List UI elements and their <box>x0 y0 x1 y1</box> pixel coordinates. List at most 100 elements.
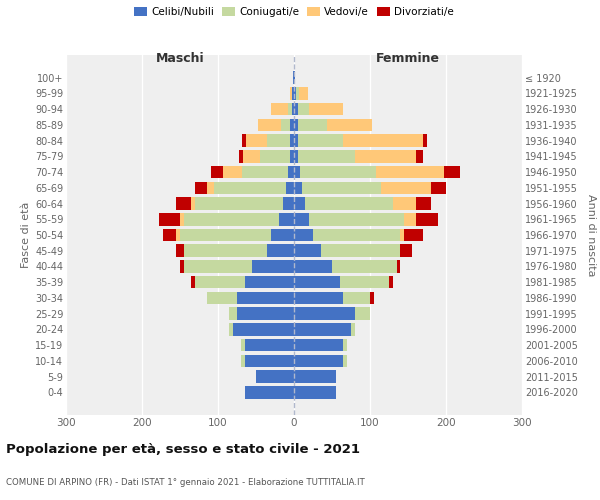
Bar <box>294 292 343 304</box>
Bar <box>298 103 309 116</box>
Y-axis label: Anni di nascita: Anni di nascita <box>586 194 596 276</box>
Bar <box>355 308 370 320</box>
Bar <box>290 118 294 131</box>
Bar <box>294 72 295 84</box>
Bar <box>229 323 233 336</box>
Bar <box>163 228 176 241</box>
Bar <box>404 213 416 226</box>
Text: COMUNE DI ARPINO (FR) - Dati ISTAT 1° gennaio 2021 - Elaborazione TUTTITALIA.IT: COMUNE DI ARPINO (FR) - Dati ISTAT 1° ge… <box>6 478 365 487</box>
Bar <box>294 260 332 273</box>
Bar <box>271 103 288 116</box>
Bar <box>389 276 393 288</box>
Bar <box>294 370 336 383</box>
Bar <box>229 308 237 320</box>
Bar <box>237 308 294 320</box>
Bar <box>180 213 184 226</box>
Bar <box>258 118 281 131</box>
Bar <box>397 260 400 273</box>
Bar <box>268 134 290 147</box>
Bar <box>246 134 268 147</box>
Legend: Celibi/Nubili, Coniugati/e, Vedovi/e, Divorziati/e: Celibi/Nubili, Coniugati/e, Vedovi/e, Di… <box>130 2 458 21</box>
Bar <box>245 276 294 288</box>
Bar <box>431 182 446 194</box>
Bar <box>298 118 326 131</box>
Bar <box>245 386 294 398</box>
Bar <box>296 87 299 100</box>
Bar <box>343 339 347 351</box>
Bar <box>305 197 393 210</box>
Bar <box>294 197 305 210</box>
Bar <box>184 260 252 273</box>
Bar <box>302 182 382 194</box>
Bar <box>195 197 283 210</box>
Bar <box>237 292 294 304</box>
Bar <box>299 87 308 100</box>
Bar <box>416 213 439 226</box>
Bar <box>241 354 245 367</box>
Bar <box>243 150 260 162</box>
Bar <box>298 134 343 147</box>
Bar <box>180 260 184 273</box>
Bar <box>343 134 423 147</box>
Bar <box>376 166 445 178</box>
Bar <box>294 276 340 288</box>
Bar <box>268 244 294 257</box>
Bar <box>343 354 347 367</box>
Bar <box>242 166 288 178</box>
Bar <box>309 213 404 226</box>
Bar <box>294 339 343 351</box>
Bar <box>286 182 294 194</box>
Bar <box>300 166 376 178</box>
Bar <box>256 370 294 383</box>
Bar <box>313 228 400 241</box>
Y-axis label: Fasce di età: Fasce di età <box>20 202 31 268</box>
Bar <box>184 244 268 257</box>
Bar <box>279 213 294 226</box>
Bar <box>423 134 427 147</box>
Bar <box>298 150 355 162</box>
Text: Popolazione per età, sesso e stato civile - 2021: Popolazione per età, sesso e stato civil… <box>6 442 360 456</box>
Bar <box>294 323 351 336</box>
Bar <box>343 292 370 304</box>
Bar <box>294 103 298 116</box>
Bar <box>176 228 180 241</box>
Bar <box>340 276 389 288</box>
Bar <box>400 244 412 257</box>
Bar <box>223 166 242 178</box>
Bar <box>241 339 245 351</box>
Bar <box>294 308 355 320</box>
Bar <box>245 354 294 367</box>
Bar <box>281 118 290 131</box>
Bar <box>180 228 271 241</box>
Text: Maschi: Maschi <box>155 52 205 65</box>
Bar <box>290 87 292 100</box>
Bar <box>294 244 320 257</box>
Bar <box>283 197 294 210</box>
Bar <box>206 292 237 304</box>
Bar <box>404 228 423 241</box>
Bar <box>382 182 431 194</box>
Bar <box>191 197 195 210</box>
Bar <box>294 87 296 100</box>
Bar <box>400 228 404 241</box>
Bar <box>370 292 374 304</box>
Bar <box>176 244 184 257</box>
Bar <box>288 166 294 178</box>
Bar <box>320 244 400 257</box>
Bar <box>184 213 279 226</box>
Bar <box>445 166 460 178</box>
Bar <box>271 228 294 241</box>
Bar <box>195 276 245 288</box>
Bar <box>211 166 223 178</box>
Bar <box>252 260 294 273</box>
Bar <box>294 386 336 398</box>
Bar <box>351 323 355 336</box>
Bar <box>416 150 423 162</box>
Bar <box>245 339 294 351</box>
Bar <box>294 118 298 131</box>
Bar <box>294 228 313 241</box>
Bar <box>242 134 246 147</box>
Bar <box>290 134 294 147</box>
Bar <box>294 166 300 178</box>
Bar <box>159 213 180 226</box>
